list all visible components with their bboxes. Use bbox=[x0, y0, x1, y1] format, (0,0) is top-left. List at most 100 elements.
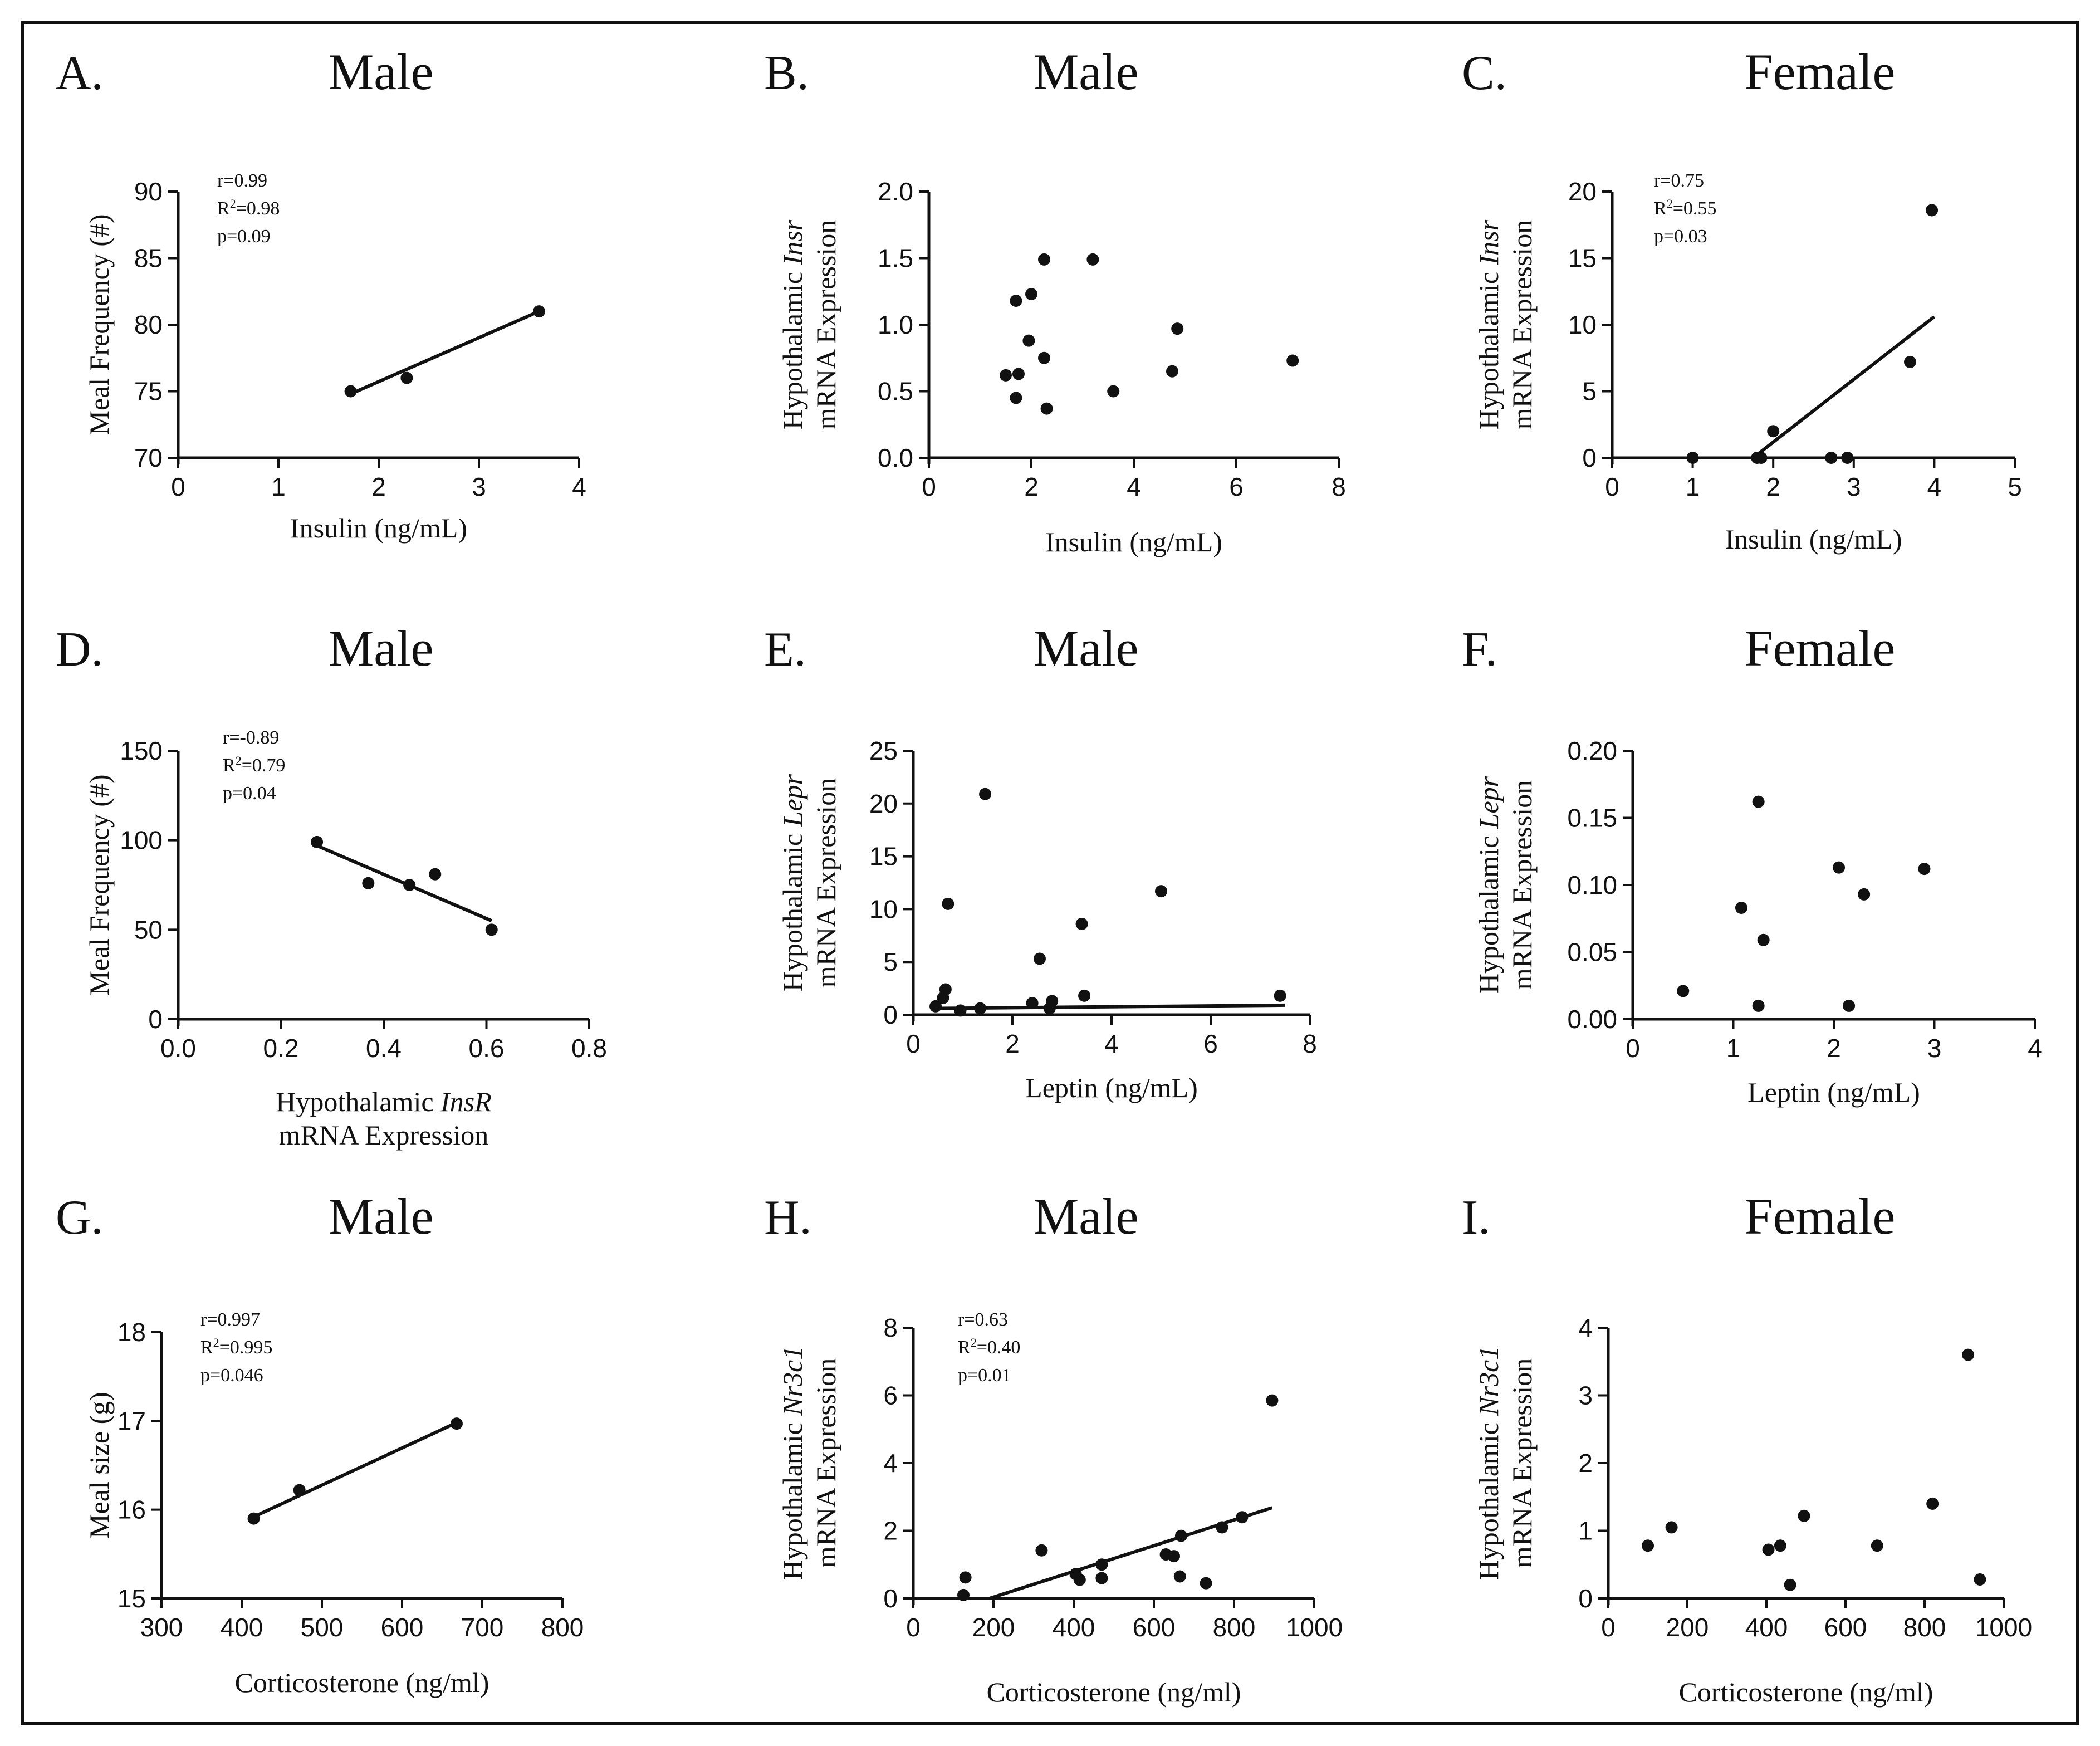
x-axis-label: Corticosterone (ng/ml) bbox=[1679, 1676, 1933, 1708]
stat-annotation: p=0.03 bbox=[1654, 226, 1707, 247]
x-axis-label-line-1: Insulin (ng/mL) bbox=[1045, 526, 1222, 557]
y-tick-label: 80 bbox=[134, 310, 163, 339]
x-tick-label: 1 bbox=[1686, 472, 1700, 501]
x-tick-label: 3 bbox=[472, 472, 486, 501]
y-axis-label: Hypothalamic Nr3c1 mRNA Expression bbox=[777, 1346, 841, 1581]
y-tick-label: 15 bbox=[118, 1584, 146, 1613]
x-axis-label-line-1: Insulin (ng/mL) bbox=[1725, 524, 1902, 555]
data-point bbox=[311, 835, 324, 848]
data-point bbox=[939, 983, 952, 996]
data-point bbox=[1046, 995, 1059, 1008]
chart-panel-g: G. Male 300 400 500 600 700 800 15 16 17 18 Corticos… bbox=[56, 1188, 584, 1698]
data-point bbox=[1012, 368, 1025, 380]
x-axis-label-line-1: Corticosterone (ng/ml) bbox=[235, 1667, 489, 1698]
panel-letter: D. bbox=[56, 623, 104, 677]
x-tick-label: 4 bbox=[1927, 472, 1942, 501]
chart-panel-e: E. Male 0 2 4 6 8 0 5 10 15 20 25 Leptin (ng/mL) Hypot… bbox=[764, 620, 1317, 1103]
y-axis-label-line-1: Hypothalamic Nr3c1 bbox=[1473, 1346, 1504, 1581]
data-point bbox=[1798, 1509, 1810, 1522]
y-axis-label: Hypothalamic Insr mRNA Expression bbox=[1473, 219, 1538, 429]
x-tick-label: 6 bbox=[1203, 1029, 1218, 1058]
data-point bbox=[1075, 917, 1088, 930]
x-tick-label: 4 bbox=[2028, 1034, 2042, 1063]
x-axis-label-line-1: Leptin (ng/mL) bbox=[1025, 1072, 1198, 1103]
data-point bbox=[1033, 952, 1046, 965]
x-tick-label: 0.0 bbox=[160, 1034, 196, 1063]
x-tick-label: 1000 bbox=[1975, 1613, 2032, 1642]
x-axis-label-line-1: Insulin (ng/mL) bbox=[290, 512, 467, 544]
chart-title: Female bbox=[1745, 620, 1896, 677]
x-axis-label-line-1: Hypothalamic InsR bbox=[276, 1086, 491, 1117]
y-tick-label: 15 bbox=[1568, 244, 1597, 273]
data-point bbox=[1858, 888, 1871, 901]
y-tick-label: 20 bbox=[869, 789, 898, 818]
chart-title: Female bbox=[1745, 1188, 1896, 1245]
y-tick-label: 18 bbox=[118, 1318, 146, 1347]
data-point bbox=[959, 1571, 972, 1584]
panel-letter: B. bbox=[764, 46, 809, 100]
data-point bbox=[1665, 1521, 1678, 1534]
stat-annotation: p=0.01 bbox=[958, 1365, 1011, 1386]
x-tick-label: 0 bbox=[171, 472, 185, 501]
x-tick-label: 1 bbox=[271, 472, 286, 501]
data-point bbox=[1025, 288, 1037, 301]
data-point bbox=[1173, 1570, 1186, 1583]
data-point bbox=[1171, 322, 1184, 335]
data-point bbox=[362, 877, 375, 889]
stat-annotation: R2=0.995 bbox=[200, 1336, 272, 1358]
x-tick-label: 500 bbox=[301, 1613, 344, 1642]
y-tick-label: 0.00 bbox=[1567, 1005, 1617, 1034]
data-point bbox=[1107, 385, 1120, 398]
y-tick-label: 0 bbox=[148, 1005, 163, 1034]
data-point bbox=[1825, 452, 1838, 464]
panel-letter: F. bbox=[1462, 623, 1497, 677]
x-tick-label: 5 bbox=[2008, 472, 2022, 501]
y-tick-label: 1 bbox=[1578, 1517, 1593, 1546]
x-tick-label: 4 bbox=[1104, 1029, 1119, 1058]
chart-panel-d: D. Male 0.0 0.2 0.4 0.6 0.8 0 50 100 150 Hypothalam… bbox=[56, 620, 607, 1151]
y-axis-label-line-1: Hypothalamic Nr3c1 bbox=[777, 1346, 808, 1581]
data-point bbox=[1871, 1539, 1883, 1552]
x-tick-label: 400 bbox=[221, 1613, 263, 1642]
data-point bbox=[1841, 452, 1854, 464]
y-tick-label: 1.5 bbox=[878, 244, 913, 273]
panel-letter: C. bbox=[1462, 46, 1507, 100]
data-point bbox=[1926, 204, 1939, 217]
stat-annotation: p=0.09 bbox=[217, 226, 271, 247]
chart-panel-h: H. Male 0 200 400 600 800 1000 0 2 4 6 8 Corticostero… bbox=[764, 1188, 1343, 1708]
chart-title: Male bbox=[328, 1188, 433, 1245]
x-tick-label: 2 bbox=[1766, 472, 1780, 501]
x-axis-label: Corticosterone (ng/ml) bbox=[235, 1667, 489, 1698]
stat-annotation: p=0.046 bbox=[200, 1365, 263, 1386]
y-tick-label: 100 bbox=[120, 826, 163, 855]
y-tick-label: 150 bbox=[120, 736, 163, 765]
y-tick-label: 25 bbox=[869, 736, 898, 765]
data-point bbox=[1843, 999, 1856, 1012]
figure-frame bbox=[21, 21, 2079, 1725]
data-point bbox=[1035, 1544, 1048, 1557]
y-axis-label: Hypothalamic Lepr mRNA Expression bbox=[1473, 776, 1538, 994]
y-tick-label: 0.20 bbox=[1567, 736, 1617, 765]
y-tick-label: 10 bbox=[1568, 310, 1597, 339]
y-axis-label-line-2: mRNA Expression bbox=[810, 778, 841, 987]
data-point bbox=[1040, 402, 1053, 415]
chart-panel-i: I. Female 0 200 400 600 800 1000 0 1 2 3 4 Corticoste… bbox=[1462, 1188, 2032, 1708]
stat-annotation: r=0.99 bbox=[217, 170, 267, 191]
x-tick-label: 0 bbox=[906, 1613, 921, 1642]
y-tick-label: 2 bbox=[883, 1517, 898, 1546]
data-point bbox=[344, 385, 357, 398]
data-point bbox=[1200, 1577, 1212, 1590]
data-point bbox=[974, 1002, 987, 1015]
y-tick-label: 50 bbox=[134, 915, 163, 944]
y-tick-label: 6 bbox=[883, 1381, 898, 1410]
x-tick-label: 400 bbox=[1745, 1613, 1788, 1642]
data-point bbox=[450, 1417, 463, 1430]
stat-annotation: R2=0.40 bbox=[958, 1336, 1020, 1358]
data-point bbox=[1038, 253, 1050, 266]
data-point bbox=[942, 897, 954, 910]
x-tick-label: 1 bbox=[1726, 1034, 1741, 1063]
chart-panel-c: C. Female 0 1 2 3 4 5 0 5 10 15 20 Insulin (ng/mL) Hyp… bbox=[1462, 43, 2022, 555]
data-point bbox=[1286, 354, 1299, 367]
chart-title: Female bbox=[1745, 43, 1896, 100]
data-point bbox=[533, 305, 545, 318]
